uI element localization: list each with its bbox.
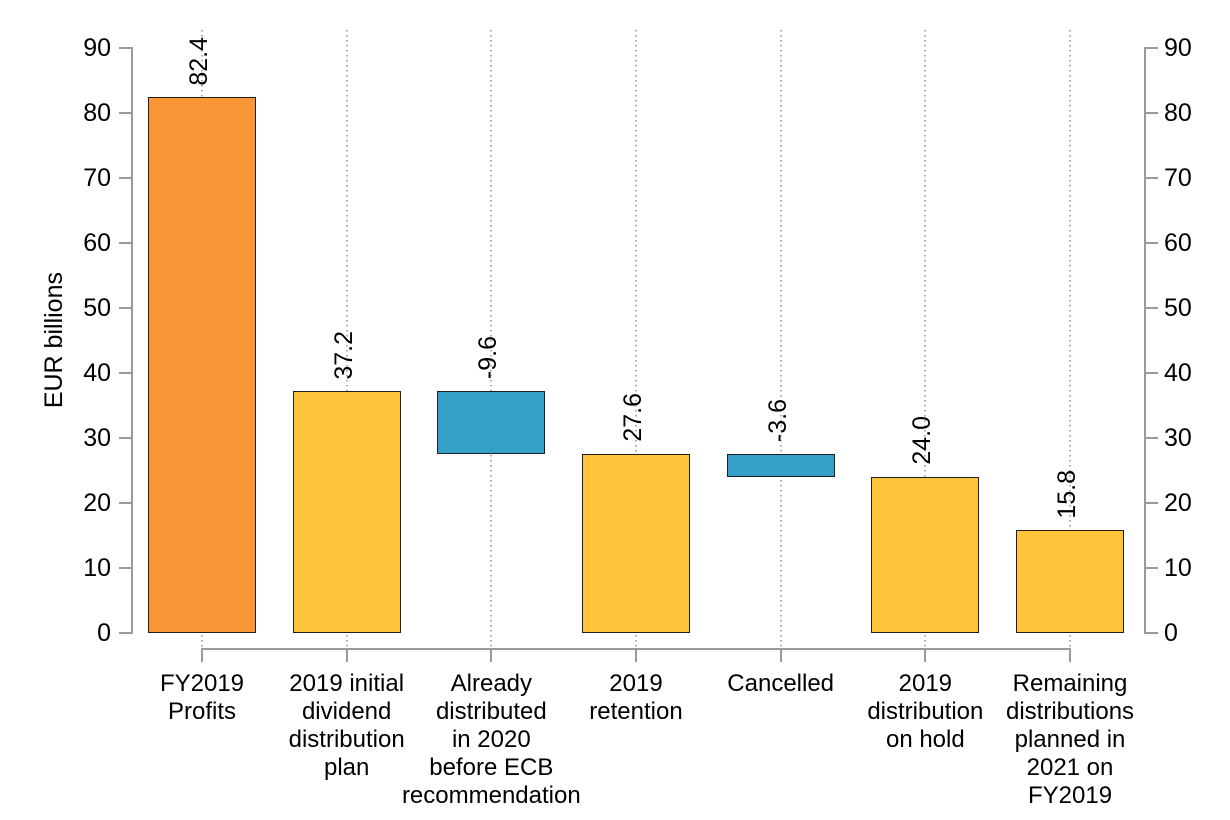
category-label: Already distributed in 2020 before ECB r… [401,670,581,809]
x-tick [345,648,348,662]
category-label: Remaining distributions planned in 2021 … [1005,670,1135,809]
category-label: Cancelled [727,670,835,697]
bar-value-label: 15.8 [1053,469,1082,519]
bar [871,477,980,633]
y-tick-left [119,47,131,49]
y-tick-label-left: 60 [83,229,111,257]
bar [582,453,690,633]
y-tick-label-right: 20 [1164,489,1192,517]
bar-value-label: 24.0 [908,416,937,465]
bar-value-label: 82.4 [185,36,213,86]
category-label: 2019 initial dividend distribution plan [288,670,405,781]
category-label: 2019 distribution on hold [867,670,984,753]
bar-value-label: 27.6 [619,392,647,442]
bar-value-label: -3.6 [763,398,792,442]
category-label: 2019 retention [589,670,683,725]
y-axis-left [131,47,133,634]
y-tick-right [1146,437,1158,439]
y-tick-label-right: 30 [1164,424,1192,452]
y-tick-right [1146,307,1158,309]
category-label: FY2019 Profits [159,670,245,725]
y-tick-label-left: 90 [83,34,111,62]
y-tick-label-left: 40 [83,359,111,387]
y-tick-label-right: 60 [1164,229,1192,257]
gridline [924,30,927,648]
y-tick-label-right: 80 [1164,99,1192,127]
y-tick-right [1146,47,1158,49]
y-tick-left [119,177,131,179]
y-tick-right [1146,372,1158,374]
y-tick-right [1146,177,1158,179]
y-tick-right [1146,112,1158,114]
bar [437,391,546,454]
bar [292,391,401,633]
gridline [345,30,348,648]
gridline [1069,30,1072,648]
gridline [779,30,782,648]
x-tick [490,648,493,662]
x-tick [924,648,927,662]
y-tick-label-left: 10 [83,554,111,582]
y-tick-label-right: 90 [1164,34,1192,62]
y-axis-right [1144,47,1146,634]
y-tick-label-left: 30 [83,424,111,452]
y-tick-left [119,437,131,439]
y-tick-left [119,502,131,504]
y-tick-right [1146,502,1158,504]
x-tick [1069,648,1072,662]
bar [1016,530,1125,633]
y-tick-left [119,567,131,569]
bar [148,97,256,633]
y-tick-label-right: 0 [1164,619,1178,647]
bar-value-label: 37.2 [329,330,358,380]
y-tick-label-left: 50 [83,294,111,322]
y-tick-label-left: 0 [97,619,111,647]
y-tick-label-left: 70 [83,164,111,192]
y-tick-right [1146,242,1158,244]
y-tick-label-right: 40 [1164,359,1192,387]
y-tick-right [1146,567,1158,569]
x-tick [201,648,203,662]
y-tick-label-left: 80 [83,99,111,127]
bar-value-label: -9.6 [474,336,503,380]
y-tick-label-right: 50 [1164,294,1192,322]
y-tick-label-right: 70 [1164,164,1192,192]
y-tick-label-left: 20 [83,489,111,517]
y-tick-left [119,372,131,374]
y-tick-label-right: 10 [1164,554,1192,582]
x-tick [779,648,782,662]
y-tick-right [1146,632,1158,634]
y-tick-left [119,242,131,244]
y-tick-left [119,112,131,114]
y-tick-left [119,632,131,634]
gridline [635,30,637,648]
bar [726,453,835,477]
gridline [490,30,493,648]
x-tick [635,648,637,662]
y-tick-left [119,307,131,309]
